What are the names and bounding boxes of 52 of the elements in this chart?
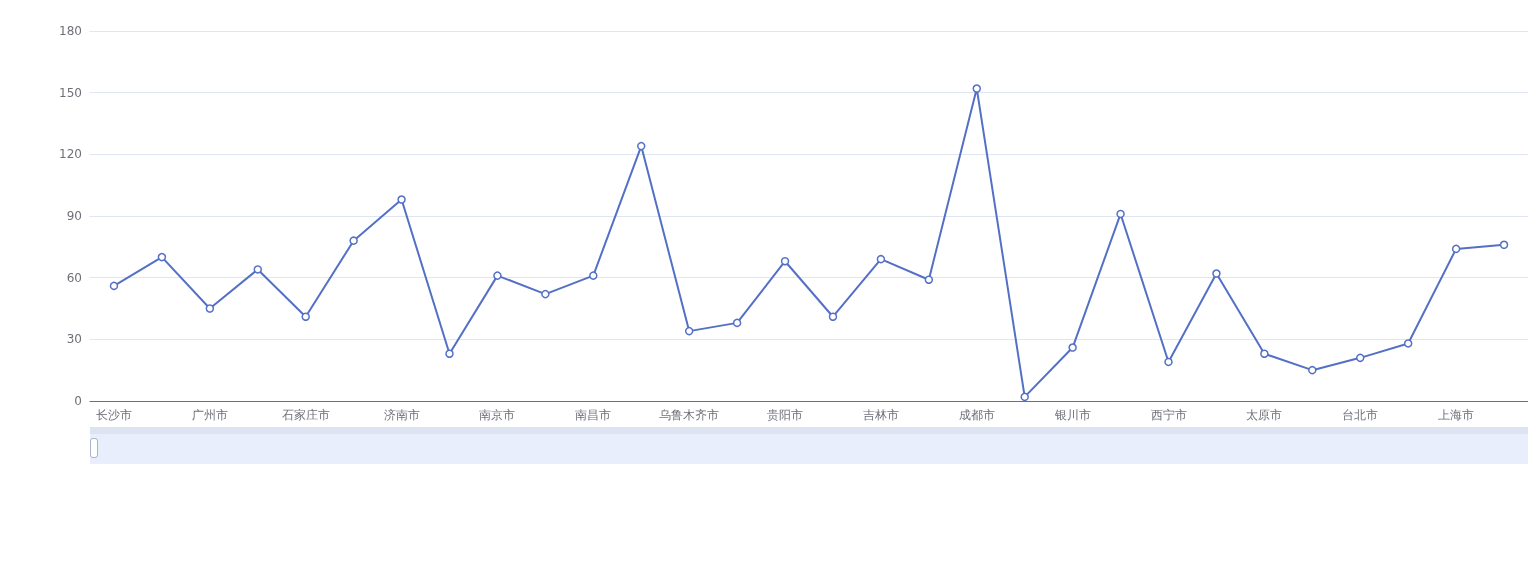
point (1403, 339, 1413, 348)
point (205, 304, 215, 313)
point (109, 281, 119, 291)
x-tick-label: 银川市 (1053, 408, 1091, 422)
point (1260, 349, 1269, 358)
point (157, 252, 167, 262)
point (732, 318, 742, 328)
x-tick-label: 石家庄市 (281, 408, 330, 422)
y-tick-label: 60 (66, 270, 82, 285)
x-tick-label: 济南市 (383, 408, 420, 422)
y-tick-label: 30 (66, 332, 82, 347)
point (541, 289, 550, 299)
point (253, 265, 263, 274)
point (1020, 392, 1029, 402)
x-tick-label: 西宁市 (1150, 408, 1187, 422)
point (1355, 353, 1365, 363)
point (1212, 269, 1221, 278)
point (780, 256, 790, 266)
point (349, 236, 358, 245)
x-tick-label: 乌鲁木齐市 (659, 408, 720, 422)
x-tick-label: 吉林市 (862, 408, 899, 422)
y-tick-label: 90 (66, 209, 82, 223)
point (1116, 209, 1125, 219)
point (301, 312, 310, 321)
x-tick-label: 台北市 (1342, 408, 1379, 422)
y-tick-label: 180 (59, 24, 82, 38)
y-tick-label: 0 (74, 394, 82, 408)
y-tick-label: 120 (59, 147, 82, 162)
x-tick-label: 成都市 (958, 408, 995, 422)
point (636, 141, 646, 151)
point (589, 271, 598, 280)
x-tick-label: 南昌市 (575, 408, 612, 422)
point (445, 349, 454, 358)
x-tick-label: 太原市 (1246, 408, 1283, 422)
x-tick-label: 长沙市 (95, 408, 132, 422)
x-tick-label: 南京市 (479, 408, 516, 422)
point (1068, 343, 1077, 352)
x-tick-label: 广州市 (191, 408, 228, 422)
point (1164, 357, 1173, 367)
point (828, 312, 838, 321)
point (1451, 244, 1461, 254)
point (1499, 240, 1509, 250)
point (684, 326, 694, 336)
point (493, 271, 502, 280)
x-tick-label: 上海市 (1438, 408, 1475, 422)
point (924, 275, 934, 284)
point (397, 195, 406, 204)
y-tick-label: 150 (59, 85, 82, 100)
point (876, 254, 886, 264)
point (1308, 365, 1317, 375)
point (972, 84, 982, 93)
x-tick-label: 贵阳市 (767, 408, 804, 422)
